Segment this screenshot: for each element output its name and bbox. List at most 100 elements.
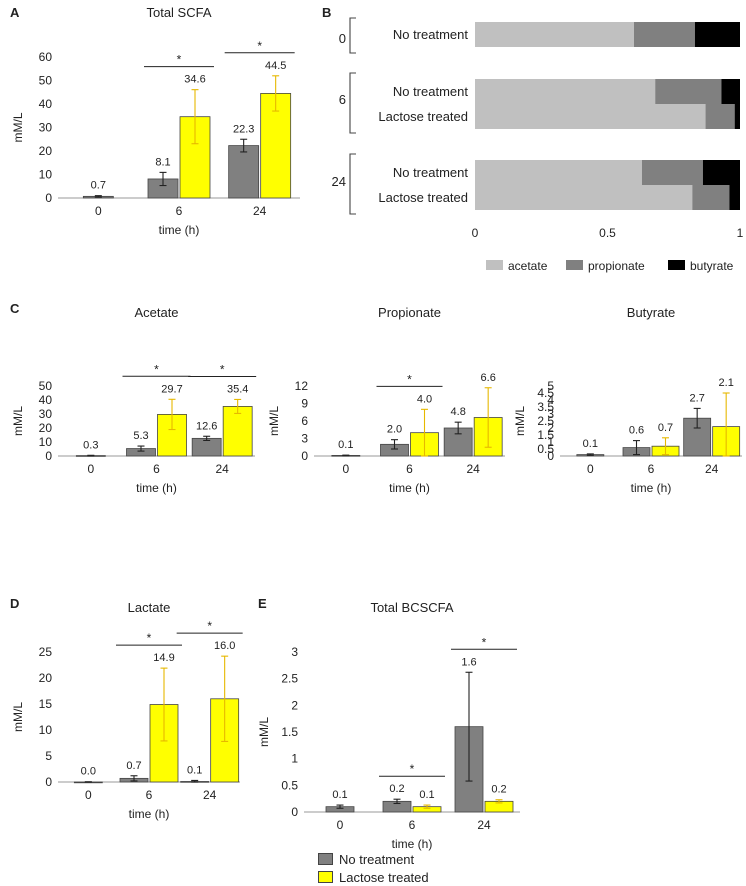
y-tick-label: 2.5 xyxy=(281,672,298,686)
y-tick-label: 30 xyxy=(39,407,53,421)
chart-title: Acetate xyxy=(134,305,178,320)
segment-butyrate xyxy=(694,22,740,47)
x-tick-label: 24 xyxy=(253,204,267,218)
y-tick-label: 25 xyxy=(39,645,53,659)
y-tick-label: 5 xyxy=(547,379,554,393)
x-tick-label: 0 xyxy=(87,462,94,476)
y-tick-label: 0 xyxy=(291,805,298,819)
chart-lactate: Lactate mM/L 0 5 10 15 20 25 0 6 24 time (h) 0.0 0.7 1… xyxy=(11,600,243,821)
y-tick-label: 1.5 xyxy=(281,725,298,739)
x-axis-label: time (h) xyxy=(631,481,672,495)
legend-item-lactose-treated: Lactose treated xyxy=(318,868,429,886)
y-tick-label: 2.5 xyxy=(537,414,554,428)
data-label: 44.5 xyxy=(265,60,286,72)
data-label: 22.3 xyxy=(233,123,254,135)
data-label: 8.1 xyxy=(155,156,170,168)
significance-marker: * xyxy=(147,631,152,645)
chart-title: Total BCSCFA xyxy=(370,600,453,615)
y-tick-label: 12 xyxy=(295,379,309,393)
y-axis-label: mM/L xyxy=(11,702,25,732)
legend-swatch-butyrate xyxy=(668,260,685,270)
y-tick-label: 0.5 xyxy=(281,778,298,792)
y-tick-label: 4 xyxy=(547,393,554,407)
segment-propionate xyxy=(692,185,730,210)
legend-swatch-lactose-treated xyxy=(318,871,333,883)
segment-propionate xyxy=(634,22,695,47)
legend-label-lactose-treated: Lactose treated xyxy=(339,869,429,885)
data-label: 0.1 xyxy=(332,789,347,801)
data-label: 1.6 xyxy=(461,656,476,668)
data-label: 4.0 xyxy=(417,393,432,405)
bar-no-treatment xyxy=(228,145,260,199)
segment-acetate xyxy=(475,79,656,104)
x-axis-label: time (h) xyxy=(136,481,177,495)
data-label: 14.9 xyxy=(153,652,174,664)
bar-lactose-treated xyxy=(222,406,253,457)
chart-propionate: Propionate mM/L 0 3 6 9 12 0 6 24 time (h) 0.1 2.0 4.… xyxy=(267,305,505,495)
segment-butyrate xyxy=(702,160,740,185)
chart-total_bcscfa: Total BCSCFA mM/L 0 0.5 1 1.5 2 2.5 3 0 6 24 time (h… xyxy=(257,600,520,851)
y-tick-label: 5 xyxy=(45,749,52,763)
panel-letter-e: E xyxy=(258,596,267,611)
y-tick-label: 0 xyxy=(45,775,52,789)
x-tick-label: 6 xyxy=(648,462,655,476)
legend-label-propionate: propionate xyxy=(588,259,645,273)
panel-letter-b: B xyxy=(322,5,331,20)
y-tick-label: 1 xyxy=(291,752,298,766)
significance-marker: * xyxy=(257,39,262,53)
data-label: 0.1 xyxy=(187,764,202,776)
data-label: 0.1 xyxy=(583,438,598,450)
segment-acetate xyxy=(475,185,693,210)
significance-marker: * xyxy=(177,53,182,67)
y-tick-label: 20 xyxy=(39,421,53,435)
significance-marker: * xyxy=(482,635,487,649)
x-tick-label: 6 xyxy=(176,204,183,218)
row-label: No treatment xyxy=(393,84,469,99)
data-label: 0.3 xyxy=(83,439,98,451)
y-tick-label: 50 xyxy=(39,379,53,393)
y-tick-label: 6 xyxy=(301,414,308,428)
x-axis-label: time (h) xyxy=(129,807,170,821)
data-label: 0.7 xyxy=(91,180,106,192)
segment-propionate xyxy=(641,160,703,185)
data-label: 0.2 xyxy=(491,784,506,796)
panel-letter-a: A xyxy=(10,5,20,20)
significance-marker: * xyxy=(220,362,225,376)
y-tick-label: 15 xyxy=(39,697,53,711)
y-tick-label: 20 xyxy=(39,671,53,685)
y-axis-label: mM/L xyxy=(267,406,281,436)
y-tick-label: 0 xyxy=(301,449,308,463)
legend-swatch-no-treatment xyxy=(318,853,333,865)
legend-item-no-treatment: No treatment xyxy=(318,850,429,868)
x-tick-label: 0 xyxy=(85,788,92,802)
y-tick-label: 10 xyxy=(39,723,53,737)
data-label: 0.0 xyxy=(81,766,96,778)
legend-swatch-acetate xyxy=(486,260,503,270)
group-label: 24 xyxy=(332,174,346,189)
y-tick-label: 50 xyxy=(39,74,53,88)
legend-label-acetate: acetate xyxy=(508,259,548,273)
data-label: 12.6 xyxy=(196,420,217,432)
chart-total_scfa: Total SCFA mM/L 0 10 20 30 40 50 60 0 6 24 time (h) 0… xyxy=(11,5,300,237)
x-tick-label: 0.5 xyxy=(599,226,616,240)
significance-marker: * xyxy=(407,372,412,386)
x-axis-label: time (h) xyxy=(389,481,430,495)
data-label: 34.6 xyxy=(184,74,205,86)
data-label: 0.7 xyxy=(126,760,141,772)
x-tick-label: 6 xyxy=(406,462,413,476)
row-label: Lactose treated xyxy=(378,109,468,124)
data-label: 0.2 xyxy=(389,783,404,795)
chart-title: Propionate xyxy=(378,305,441,320)
y-axis-label: mM/L xyxy=(513,406,527,436)
data-label: 5.3 xyxy=(133,430,148,442)
row-label: Lactose treated xyxy=(378,190,468,205)
y-axis-label: mM/L xyxy=(11,112,25,142)
chart-title: Butyrate xyxy=(627,305,675,320)
x-tick-label: 0 xyxy=(472,226,479,240)
y-tick-label: 0 xyxy=(45,449,52,463)
y-tick-label: 9 xyxy=(301,397,308,411)
x-axis-label: time (h) xyxy=(392,837,433,851)
legend-label-no-treatment: No treatment xyxy=(339,851,415,867)
